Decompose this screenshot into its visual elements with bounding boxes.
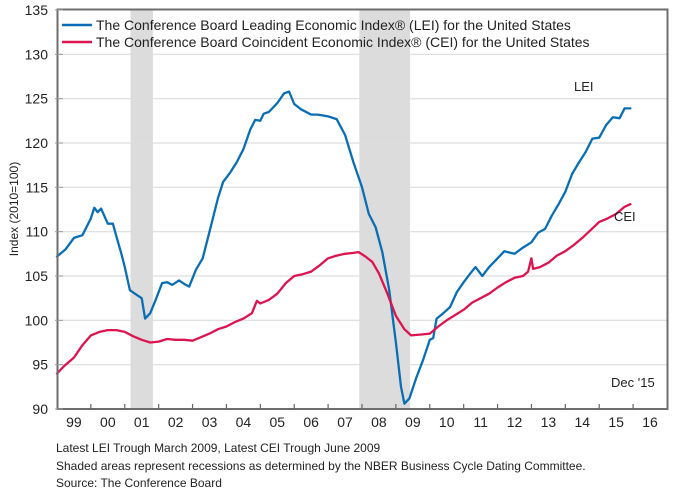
series-lines <box>55 90 632 405</box>
legend-label-lei: The Conference Board Leading Economic In… <box>96 17 571 33</box>
y-tick-label: 105 <box>25 268 49 284</box>
x-tick-label: 16 <box>642 414 658 430</box>
x-tick-label: 01 <box>134 414 150 430</box>
x-tick-label: 13 <box>541 414 557 430</box>
recession-band-0 <box>130 10 153 409</box>
trough-note: Latest LEI Trough March 2009, Latest CEI… <box>56 441 381 455</box>
gridlines <box>57 53 667 366</box>
x-tick-label: 14 <box>574 414 590 430</box>
x-axis: 99 00 01 02 03 04 05 06 07 08 09 10 11 12 13 14 15 16 <box>66 404 658 430</box>
y-tick-label: 130 <box>25 46 49 62</box>
x-tick-label: 15 <box>608 414 624 430</box>
x-tick-label: 06 <box>303 414 319 430</box>
latest-date-label: Dec '15 <box>611 375 655 390</box>
y-tick-label: 90 <box>32 401 48 417</box>
x-tick-label: 07 <box>337 414 353 430</box>
y-tick-label: 100 <box>25 312 49 328</box>
x-tick-label: 08 <box>371 414 387 430</box>
x-tick-label: 05 <box>269 414 285 430</box>
y-tick-label: 115 <box>26 179 49 195</box>
x-tick-label: 11 <box>473 414 488 430</box>
y-axis: 90 95 100 105 110 115 120 125 130 135 <box>25 2 63 417</box>
y-tick-label: 125 <box>25 91 49 107</box>
lei-series-label: LEI <box>574 79 594 94</box>
y-axis-title: Index (2010=100) <box>7 162 21 256</box>
y-tick-label: 120 <box>25 135 49 151</box>
x-tick-label: 00 <box>100 414 116 430</box>
legend-label-cei: The Conference Board Coincident Economic… <box>96 34 590 50</box>
x-tick-label: 02 <box>168 414 184 430</box>
cei-series-label: CEI <box>614 209 636 224</box>
y-tick-label: 110 <box>26 224 49 240</box>
x-tick-label: 10 <box>439 414 455 430</box>
y-tick-label: 95 <box>32 357 48 373</box>
recession-note: Shaded areas represent recessions as det… <box>56 459 586 473</box>
series-line-lei <box>55 90 632 405</box>
x-tick-label: 09 <box>405 414 421 430</box>
x-tick-label: 03 <box>202 414 218 430</box>
legend-item-cei: The Conference Board Coincident Economic… <box>62 34 590 50</box>
legend-item-lei: The Conference Board Leading Economic In… <box>62 17 571 33</box>
series-line-cei <box>55 203 632 375</box>
y-tick-label: 135 <box>25 2 49 18</box>
x-tick-label: 99 <box>66 414 82 430</box>
source-note: Source: The Conference Board <box>56 476 222 490</box>
x-tick-label: 12 <box>507 414 523 430</box>
x-tick-label: 04 <box>236 414 252 430</box>
legend: The Conference Board Leading Economic In… <box>62 17 590 50</box>
